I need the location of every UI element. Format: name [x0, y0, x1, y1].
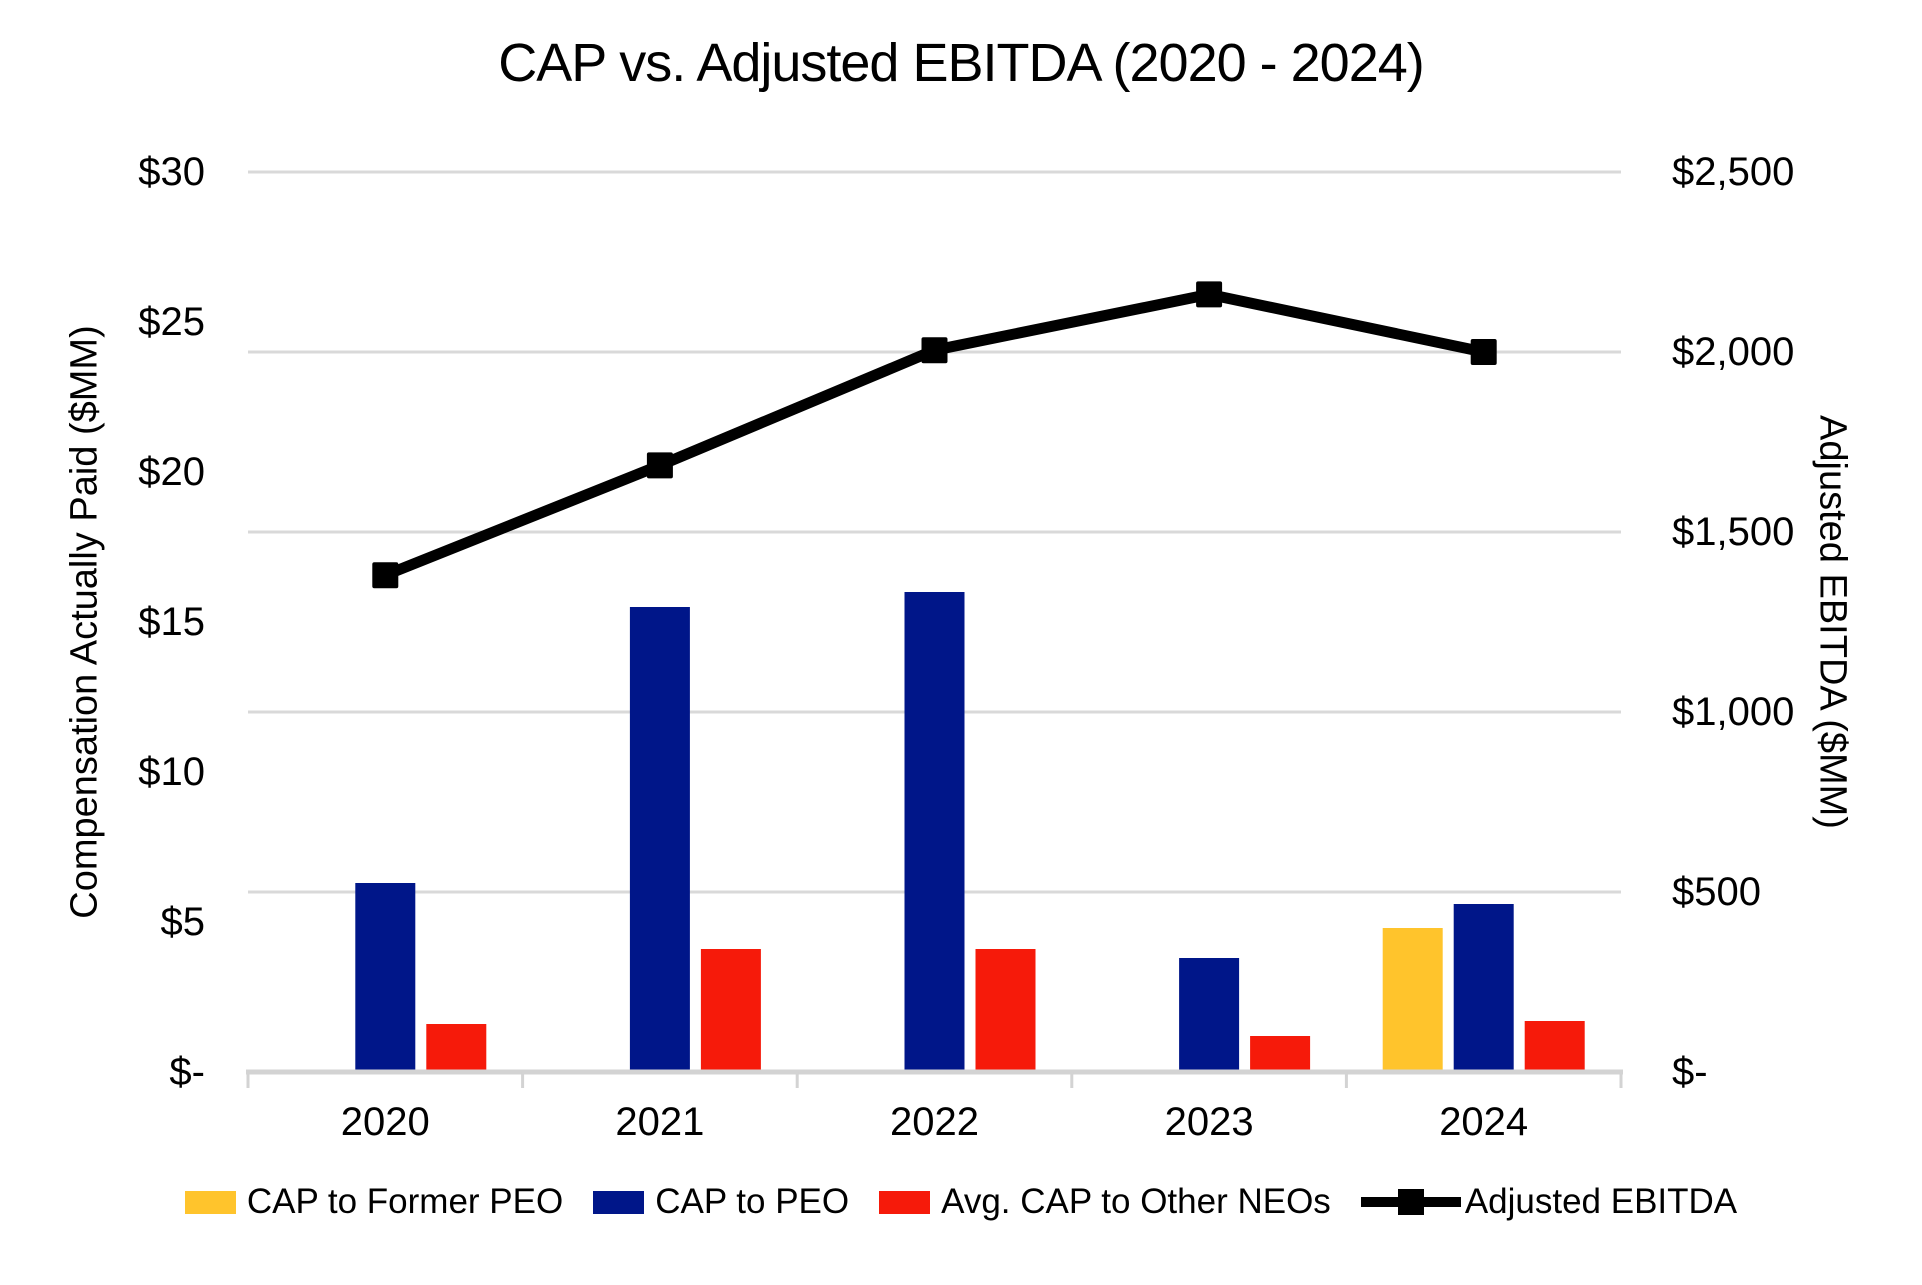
- right-axis-tick-label: $1,500: [1672, 510, 1795, 554]
- legend-label-adjusted-ebitda: Adjusted EBITDA: [1464, 1182, 1738, 1221]
- left-axis-tick-label: $20: [138, 450, 205, 494]
- legend-swatch-cap-to-peo: [593, 1190, 645, 1214]
- legend-item-cap-to-peo: CAP to PEO: [593, 1182, 849, 1222]
- marker-adjusted-ebitda-2024: [1470, 339, 1497, 365]
- x-axis-label-2021: 2021: [615, 1100, 705, 1144]
- marker-adjusted-ebitda-2023: [1196, 281, 1223, 308]
- bar-avg-cap-to-other-neos-2021: [700, 949, 761, 1072]
- bar-avg-cap-to-other-neos-2022: [975, 949, 1036, 1072]
- marker-adjusted-ebitda-2021: [646, 452, 673, 479]
- marker-adjusted-ebitda-2022: [921, 337, 948, 364]
- legend-label-avg-cap-to-other-neos: Avg. CAP to Other NEOs: [941, 1182, 1331, 1221]
- x-axis-label-2022: 2022: [890, 1100, 979, 1144]
- legend-item-avg-cap-to-other-neos: Avg. CAP to Other NEOs: [879, 1182, 1331, 1222]
- chart-title: CAP vs. Adjusted EBITDA (2020 - 2024): [498, 33, 1425, 93]
- bar-avg-cap-to-other-neos-2023: [1250, 1036, 1311, 1072]
- left-axis-tick-label: $15: [138, 600, 205, 644]
- bar-cap-to-former-peo-2024: [1382, 928, 1443, 1072]
- right-axis-tick-label: $2,000: [1672, 330, 1795, 374]
- right-axis-tick-label: $2,500: [1672, 150, 1795, 194]
- legend-line-marker-icon: [1360, 1189, 1461, 1215]
- bar-avg-cap-to-other-neos-2020: [426, 1024, 487, 1072]
- legend-item-cap-to-former-peo: CAP to Former PEO: [184, 1182, 564, 1222]
- left-axis-tick-label: $-: [169, 1050, 205, 1094]
- left-axis-tick-label: $5: [160, 900, 206, 944]
- legend-label-cap-to-peo: CAP to PEO: [655, 1182, 850, 1221]
- legend-swatch-cap-to-former-peo: [184, 1190, 236, 1214]
- left-axis-tick-label: $25: [138, 300, 205, 344]
- legend-item-adjusted-ebitda: Adjusted EBITDA: [1360, 1182, 1738, 1222]
- legend-label-cap-to-former-peo: CAP to Former PEO: [246, 1182, 564, 1221]
- bar-avg-cap-to-other-neos-2024: [1524, 1021, 1585, 1072]
- right-axis-tick-label: $-: [1672, 1050, 1708, 1094]
- x-axis-label-2020: 2020: [340, 1100, 430, 1144]
- legend: CAP to Former PEO CAP to PEO Avg. CAP to O…: [0, 1182, 1922, 1222]
- left-axis-tick-label: $10: [138, 750, 205, 794]
- left-axis-tick-label: $30: [138, 150, 205, 194]
- bar-cap-to-peo-2021: [629, 607, 690, 1072]
- marker-adjusted-ebitda-2020: [372, 562, 399, 589]
- bar-cap-to-peo-2022: [904, 592, 965, 1072]
- bar-cap-to-peo-2023: [1179, 958, 1240, 1072]
- legend-swatch-avg-cap-to-other-neos: [879, 1190, 931, 1214]
- x-axis-label-2024: 2024: [1439, 1100, 1529, 1144]
- right-axis-tick-label: $500: [1672, 870, 1761, 914]
- legend-line-square: [1397, 1189, 1424, 1215]
- x-axis-label-2023: 2023: [1164, 1100, 1254, 1144]
- bar-cap-to-peo-2024: [1453, 904, 1514, 1072]
- right-axis-tick-label: $1,000: [1672, 690, 1795, 734]
- bar-cap-to-peo-2020: [355, 883, 416, 1072]
